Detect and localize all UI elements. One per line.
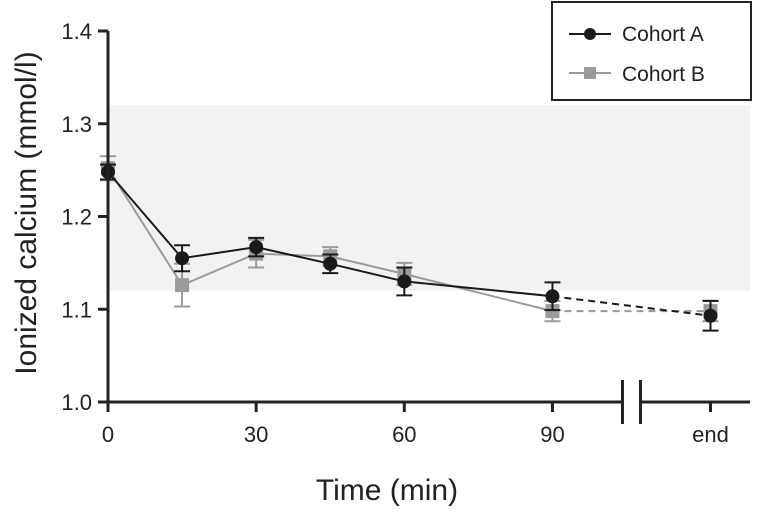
y-axis-title: Ionized calcium (mmol/l) [10,51,43,374]
y-tick-label: 1.1 [61,297,92,322]
data-point-cohort-a [545,289,560,304]
legend-marker-cohort-a [584,28,596,40]
data-point-cohort-b [175,278,190,293]
legend-label-cohort-a: Cohort A [622,23,704,46]
ticks-layer: 1.0 1.1 1.2 1.3 1.4 0 30 60 90 end [61,19,728,447]
y-tick-label: 1.4 [61,19,92,44]
data-point-cohort-a [397,274,412,289]
y-tick-label: 1.3 [61,112,92,137]
data-point-cohort-a [323,256,338,271]
reference-band [108,105,750,291]
x-tick-label: 0 [102,422,114,447]
x-tick-label: 30 [244,422,268,447]
y-tick-label: 1.0 [61,390,92,415]
data-point-cohort-a [703,308,718,323]
legend-label-cohort-b: Cohort B [622,63,705,86]
legend-marker-cohort-b [584,67,596,79]
x-tick-label: end [692,422,729,447]
x-tick-label: 60 [392,422,416,447]
x-tick-label: 90 [540,422,564,447]
data-point-cohort-a [249,240,264,255]
x-axis-title: Time (min) [316,474,458,507]
y-tick-label: 1.2 [61,205,92,230]
legend-box [551,1,752,101]
series-line-cohort-a [107,171,553,298]
legend: Cohort A Cohort B [551,1,752,101]
series-dashed-segment-cohort-a [552,295,711,317]
data-point-cohort-a [175,251,190,266]
